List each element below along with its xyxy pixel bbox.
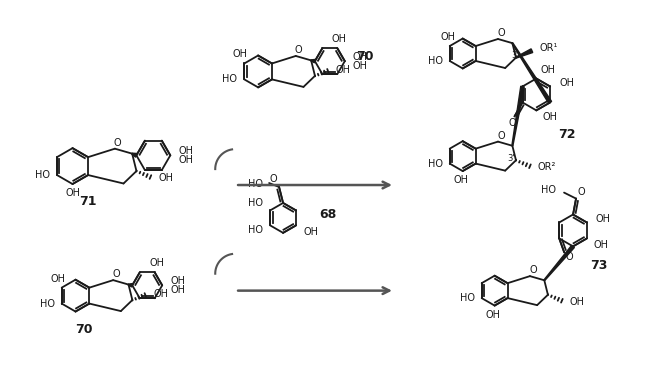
Text: HO: HO: [460, 293, 474, 303]
Text: OH: OH: [170, 285, 185, 295]
Text: OH: OH: [542, 112, 557, 122]
Text: OH: OH: [233, 50, 248, 59]
Polygon shape: [515, 49, 533, 58]
Text: OH: OH: [150, 258, 164, 268]
Text: OH: OH: [594, 240, 609, 250]
Text: HO: HO: [248, 199, 263, 208]
Text: 3: 3: [512, 51, 517, 60]
Polygon shape: [132, 153, 137, 157]
Polygon shape: [512, 86, 524, 146]
Text: OH: OH: [159, 173, 174, 183]
Text: HO: HO: [35, 170, 50, 180]
Text: HO: HO: [428, 158, 443, 169]
Text: 68: 68: [319, 208, 337, 221]
Text: O: O: [295, 45, 303, 55]
Text: O: O: [113, 138, 121, 148]
Text: OH: OH: [332, 34, 347, 44]
Text: OH: OH: [178, 155, 193, 165]
Text: OH: OH: [353, 52, 368, 62]
Text: 70: 70: [75, 323, 92, 336]
Text: O: O: [529, 265, 537, 275]
Text: OH: OH: [540, 64, 555, 75]
Text: HO: HO: [222, 74, 237, 85]
Text: 70: 70: [356, 50, 374, 62]
Text: 73: 73: [590, 259, 608, 272]
Text: OH: OH: [153, 289, 168, 299]
Text: O: O: [112, 269, 120, 279]
Text: OH: OH: [50, 274, 65, 284]
Polygon shape: [512, 43, 552, 103]
Text: 3': 3': [507, 154, 515, 163]
Text: OH: OH: [559, 78, 574, 88]
Text: OH: OH: [596, 215, 611, 224]
Text: O: O: [270, 174, 277, 184]
Text: OH: OH: [485, 309, 500, 320]
Text: O: O: [566, 252, 573, 263]
Polygon shape: [544, 245, 575, 280]
Text: O: O: [509, 118, 516, 128]
Text: OR²: OR²: [538, 162, 556, 172]
Text: HO: HO: [40, 299, 55, 309]
Polygon shape: [311, 59, 315, 63]
Text: HO: HO: [248, 179, 263, 189]
Text: HO: HO: [428, 56, 443, 66]
Polygon shape: [129, 283, 133, 287]
Text: OH: OH: [303, 227, 318, 237]
Text: OH: OH: [440, 32, 455, 42]
Text: OH: OH: [336, 65, 351, 75]
Text: O: O: [497, 28, 505, 38]
Text: OH: OH: [570, 297, 585, 307]
Text: HO: HO: [541, 185, 556, 195]
Text: O: O: [497, 131, 505, 141]
Text: OH: OH: [353, 61, 368, 71]
Text: O: O: [577, 187, 585, 197]
Text: OH: OH: [65, 188, 80, 198]
Text: 72: 72: [558, 128, 576, 141]
Text: OH: OH: [170, 276, 185, 287]
Text: OR¹: OR¹: [540, 43, 558, 53]
Text: OH: OH: [178, 146, 193, 156]
Text: OH: OH: [453, 175, 468, 185]
Text: 71: 71: [79, 195, 96, 208]
Text: HO: HO: [248, 225, 263, 235]
